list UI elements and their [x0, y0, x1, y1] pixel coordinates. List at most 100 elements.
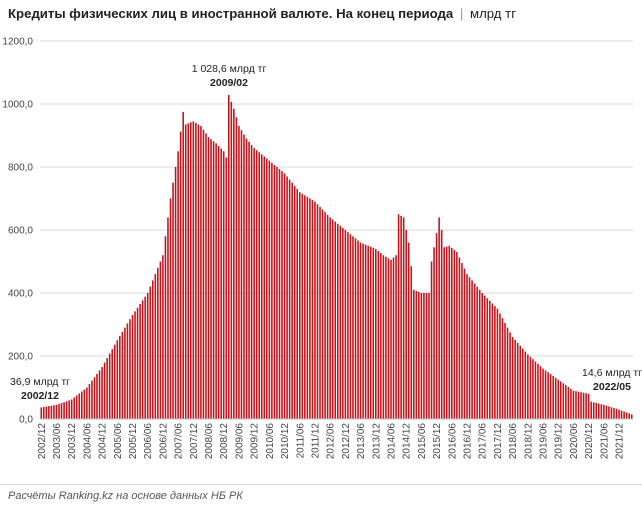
bar [139, 304, 141, 419]
bar [309, 198, 311, 419]
bar [445, 246, 448, 419]
bar [324, 212, 326, 419]
x-tick-label: 2005/06 [113, 423, 124, 460]
bar [615, 408, 618, 419]
bar [70, 399, 73, 419]
bar [552, 375, 554, 419]
source-note: Расчёты Ranking.kz на основе данных НБ Р… [8, 490, 243, 502]
bar [392, 257, 395, 419]
annotation-first-value: 36,9 млрд тг [10, 376, 70, 388]
bar [301, 193, 304, 419]
bar [184, 124, 187, 419]
bar [577, 391, 580, 419]
y-tick-label: 800,0 [8, 163, 33, 174]
bar [463, 268, 466, 419]
x-tick-label: 2012/12 [341, 423, 352, 460]
bar [255, 150, 258, 419]
bar [395, 255, 397, 419]
bar [542, 368, 544, 419]
bar [575, 391, 577, 419]
bar [258, 152, 260, 420]
annotation-last-period: 2022/05 [593, 381, 631, 393]
bar [549, 374, 552, 419]
bar [215, 143, 217, 420]
bar [78, 393, 81, 419]
bar [387, 258, 390, 419]
y-tick-label: 400,0 [8, 289, 33, 300]
bar [111, 349, 114, 419]
bar [238, 126, 240, 420]
bar [131, 315, 134, 419]
bar [506, 327, 509, 419]
bar [233, 108, 235, 419]
x-tick-label: 2020/12 [584, 423, 595, 460]
x-tick-label: 2007/06 [174, 423, 185, 460]
x-tick-label: 2003/12 [67, 423, 78, 460]
bar [364, 244, 367, 419]
bar [222, 151, 225, 419]
bar [390, 259, 392, 419]
bar [58, 403, 60, 419]
bar [529, 356, 532, 419]
bar [499, 313, 501, 419]
bar [291, 182, 293, 419]
bar [359, 242, 362, 419]
bar [306, 196, 309, 419]
bar [476, 286, 478, 419]
bar [129, 319, 131, 419]
y-tick-label: 1000,0 [2, 100, 33, 111]
bar [547, 372, 549, 419]
bar [144, 296, 146, 419]
y-axis-tick-labels: 0,0 200,0 400,0 600,0 800,0 1000,0 1200,0 [2, 37, 33, 426]
bar [582, 392, 585, 419]
bar [521, 348, 524, 419]
bar [40, 407, 43, 419]
x-tick-label: 2016/06 [447, 423, 458, 460]
x-tick-label: 2013/12 [371, 423, 382, 460]
bar [516, 342, 519, 420]
bar [605, 405, 608, 419]
x-tick-label: 2020/06 [569, 423, 580, 460]
x-tick-label: 2017/12 [493, 423, 504, 460]
bar [260, 154, 263, 419]
bar [296, 189, 298, 419]
bar [428, 293, 430, 419]
bar [532, 359, 534, 419]
bar [501, 318, 504, 419]
bar [119, 336, 121, 419]
x-tick-label: 2011/12 [311, 423, 322, 459]
x-tick-label: 2021/06 [599, 423, 610, 460]
bar [124, 327, 126, 419]
bar [357, 240, 359, 419]
bar [352, 236, 354, 419]
bar [101, 367, 103, 419]
bar [281, 171, 283, 419]
bar [559, 381, 562, 419]
x-tick-label: 2017/06 [478, 423, 489, 460]
bar [293, 185, 296, 419]
bar [425, 293, 428, 419]
bar [240, 130, 243, 419]
bar [149, 286, 152, 419]
bar [354, 238, 357, 419]
bar [134, 311, 136, 420]
x-tick-label: 2009/12 [250, 423, 261, 460]
bar [511, 337, 514, 419]
bar [164, 236, 167, 419]
bar [481, 293, 483, 419]
bar [458, 257, 461, 419]
bar [48, 406, 50, 419]
bar [53, 405, 55, 419]
bar [496, 308, 499, 419]
x-tick-label: 2004/06 [82, 423, 93, 460]
bar [565, 385, 567, 419]
bar [45, 406, 48, 419]
bar [103, 362, 106, 419]
bar [537, 363, 539, 420]
bar [402, 217, 405, 419]
bar [539, 366, 542, 419]
bar [377, 251, 380, 419]
x-tick-label: 2015/12 [432, 423, 443, 460]
bar [331, 219, 334, 419]
x-tick-label: 2012/06 [326, 423, 337, 460]
